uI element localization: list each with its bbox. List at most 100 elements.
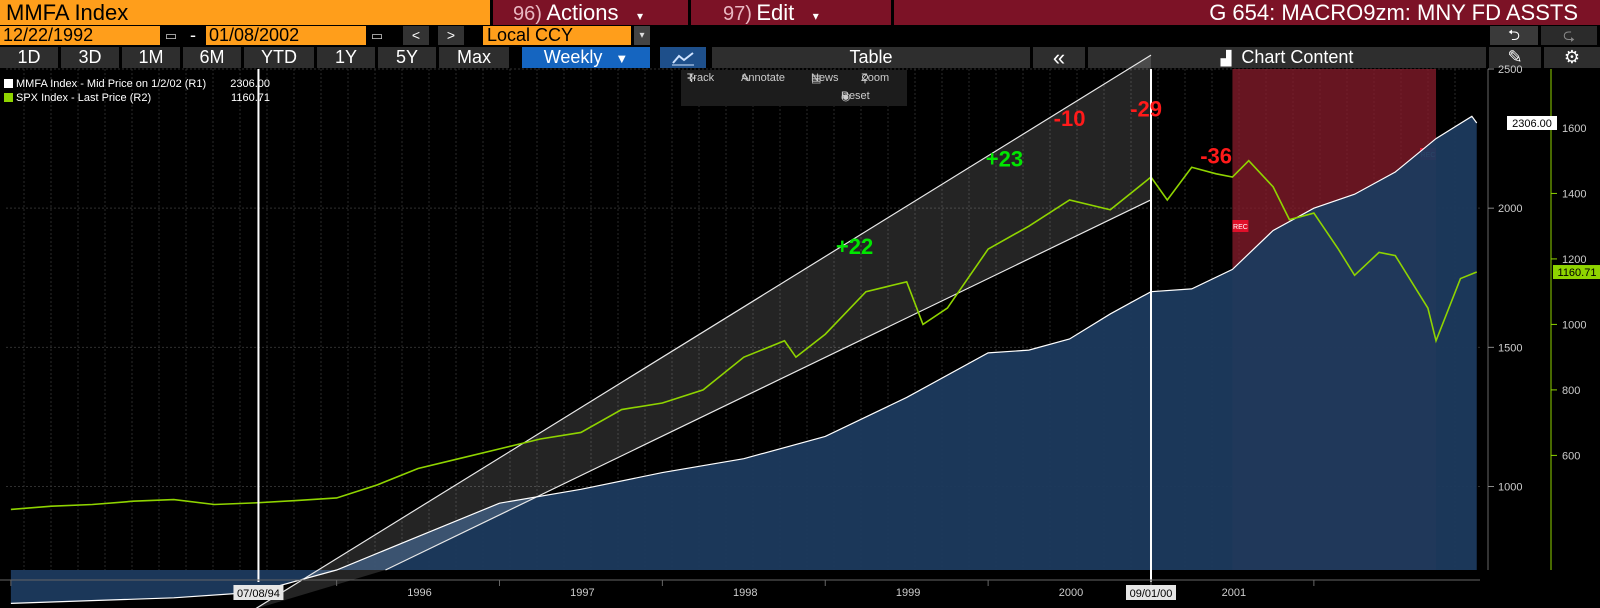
x-tick-label: 2001: [1222, 587, 1246, 599]
legend-value-mmfa: 2306.00: [230, 78, 270, 90]
annotation-layer: +22 +23 -10 -29 -36: [836, 96, 1232, 259]
bar-chart-icon: ▟: [1220, 50, 1232, 66]
mmfa-last-value-box: [1507, 115, 1557, 130]
r1-tick-label: 2000: [1498, 203, 1522, 215]
x-tick-label: 1996: [407, 587, 431, 599]
r1-tick-label: 1500: [1498, 342, 1522, 354]
percent-annotation: -36: [1200, 144, 1232, 169]
legend-swatch-mmfa: [4, 79, 13, 88]
legend-label-spx: SPX Index - Last Price (R2): [16, 92, 152, 104]
r2-tick-label: 600: [1562, 450, 1580, 462]
r2-tick-label: 1400: [1562, 188, 1586, 200]
period-3d-button[interactable]: 3D: [61, 47, 119, 68]
recession-flag-label: REC: [1233, 224, 1248, 231]
x-tick-label: 1997: [570, 587, 594, 599]
r1-tick-label: 1000: [1498, 482, 1522, 494]
calendar-icon[interactable]: ▭: [370, 28, 384, 43]
trend-channel-layer: [255, 54, 1152, 608]
mmfa-line: [10, 115, 1478, 604]
marker-date-label: 09/01/00: [1130, 588, 1173, 600]
undo-icon[interactable]: ⮌: [1490, 26, 1538, 45]
table-button[interactable]: Table: [712, 47, 1030, 68]
chevron-down-icon: ▼: [615, 51, 629, 66]
next-period-button[interactable]: >: [438, 26, 464, 45]
spx-line: [10, 159, 1478, 511]
area-layer: [10, 116, 1477, 604]
annotate-label: Annotate: [741, 72, 786, 84]
previous-period-button[interactable]: <: [403, 26, 429, 45]
legend-item-mmfa[interactable]: MMFA Index - Mid Price on 1/2/02 (R1) 23…: [4, 77, 270, 91]
chart-content-label: Chart Content: [1241, 47, 1354, 67]
chart-tools-panel: ✛ Track ✎ Annotate ▤ News ⚲ Zoom ◉ Reset: [681, 70, 907, 106]
edit-menu[interactable]: 97) Edit ▾: [691, 0, 891, 25]
reset-icon: ◉: [841, 91, 851, 103]
x-tick-label: 1998: [733, 587, 757, 599]
percent-annotation: -10: [1054, 106, 1086, 131]
crosshair-icon: ✛: [687, 73, 697, 85]
edit-menu-label: Edit: [756, 0, 795, 25]
actions-menu-number: 96): [513, 3, 542, 25]
chevron-down-icon: ▾: [636, 9, 643, 23]
chevron-down-icon[interactable]: ▾: [634, 26, 650, 45]
period-1d-button[interactable]: 1D: [0, 47, 58, 68]
pencil-icon: ✎: [741, 73, 751, 85]
chart-toolbar: 1D 3D 1M 6M YTD 1Y 5Y Max Weekly ▼ Table…: [0, 46, 1600, 69]
period-5y-button[interactable]: 5Y: [378, 47, 436, 68]
frequency-label: Weekly: [543, 47, 603, 67]
start-date-input[interactable]: 12/22/1992: [0, 26, 160, 45]
page-code: G 654: MACRO9zm: MNY FD ASSTS: [894, 0, 1600, 25]
axis-layer: 1993199519961997199819992000200107/08/94…: [0, 64, 1600, 600]
line-chart-icon[interactable]: [660, 47, 706, 68]
end-date-input[interactable]: 01/08/2002: [206, 26, 366, 45]
legend-swatch-spx: [4, 93, 13, 102]
edit-pencil-icon[interactable]: ✎: [1489, 47, 1541, 68]
percent-annotation: +23: [986, 146, 1023, 171]
spx-last-value-box: [1553, 265, 1600, 280]
line-chart-glyph: [672, 52, 694, 66]
magnifier-icon: ⚲: [861, 73, 870, 85]
news-icon: ▤: [811, 73, 822, 85]
zoom-label: Zoom: [861, 72, 890, 84]
r2-tick-label: 1200: [1562, 254, 1586, 266]
x-tick-label: 2000: [1059, 587, 1083, 599]
period-1y-button[interactable]: 1Y: [317, 47, 375, 68]
period-1m-button[interactable]: 1M: [122, 47, 180, 68]
marker-date-box: [233, 585, 284, 600]
r2-tick-label: 800: [1562, 385, 1580, 397]
collapse-icon[interactable]: «: [1033, 47, 1085, 69]
edit-menu-number: 97): [723, 3, 752, 25]
redo-icon[interactable]: ⮎: [1541, 26, 1597, 45]
period-ytd-button[interactable]: YTD: [244, 47, 314, 68]
period-6m-button[interactable]: 6M: [183, 47, 241, 68]
chevron-down-icon: ▾: [812, 9, 819, 23]
calendar-icon[interactable]: ▭: [164, 28, 178, 43]
spx-last-value: 1160.71: [1558, 267, 1597, 279]
r2-tick-label: 1600: [1562, 123, 1586, 135]
chart-legend: MMFA Index - Mid Price on 1/2/02 (R1) 23…: [4, 77, 270, 105]
settings-icon[interactable]: ⚙: [1544, 47, 1600, 68]
title-bar: MMFA Index 96) Actions ▾ 97) Edit ▾ G 65…: [0, 0, 1600, 25]
chart-content-button[interactable]: ▟ Chart Content: [1088, 47, 1486, 68]
reset-label: Reset: [841, 90, 870, 102]
security-title[interactable]: MMFA Index: [0, 0, 490, 25]
percent-annotation: +22: [836, 234, 873, 259]
trend-channel-upper: [255, 54, 1152, 608]
recession-flag: [1232, 220, 1249, 232]
period-max-button[interactable]: Max: [439, 47, 509, 68]
news-label: News: [811, 72, 839, 84]
actions-menu-label: Actions: [546, 0, 619, 25]
series-layer: [10, 115, 1478, 604]
legend-item-spx[interactable]: SPX Index - Last Price (R2) 1160.71: [4, 91, 270, 105]
r2-tick-label: 1000: [1562, 319, 1586, 331]
mmfa-area: [10, 116, 1477, 604]
date-separator: -: [190, 25, 196, 45]
trend-channel-lower: [385, 199, 1152, 571]
percent-annotation: -29: [1130, 96, 1162, 121]
frequency-select[interactable]: Weekly ▼: [522, 47, 650, 68]
marker-date-label: 07/08/94: [237, 588, 280, 600]
marker-layer: [257, 69, 1152, 582]
date-range-bar: 12/22/1992 ▭ - 01/08/2002 ▭ < > Local CC…: [0, 25, 1600, 46]
currency-select[interactable]: Local CCY: [483, 26, 631, 45]
actions-menu[interactable]: 96) Actions ▾: [493, 0, 688, 25]
